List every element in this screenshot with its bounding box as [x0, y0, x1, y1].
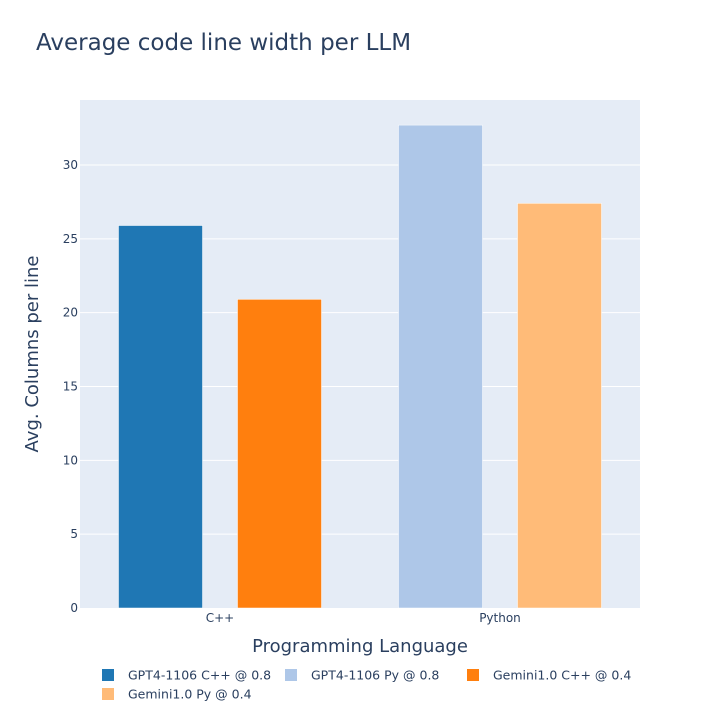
legend-item[interactable]: Gemini1.0 Py @ 0.4	[102, 687, 252, 702]
legend-label: Gemini1.0 Py @ 0.4	[128, 687, 252, 702]
legend-label: GPT4-1106 Py @ 0.8	[311, 668, 439, 683]
legend-swatch	[102, 669, 114, 681]
y-tick-label: 25	[63, 232, 78, 246]
chart-title: Average code line width per LLM	[36, 30, 411, 56]
legend-swatch	[285, 669, 297, 681]
x-tick-label: C++	[206, 611, 235, 625]
y-tick-label: 20	[63, 306, 78, 320]
bar[interactable]	[237, 299, 322, 609]
x-tick-labels: C++ Python	[206, 611, 521, 625]
y-tick-label: 5	[70, 527, 78, 541]
legend-swatch	[102, 688, 114, 700]
legend-item[interactable]: GPT4-1106 C++ @ 0.8	[102, 668, 271, 683]
bar[interactable]	[398, 124, 483, 609]
y-tick-labels: 0 5 10 15 20 25 30	[63, 158, 78, 615]
bars	[118, 124, 602, 609]
legend-label: GPT4-1106 C++ @ 0.8	[128, 668, 271, 683]
legend[interactable]: GPT4-1106 C++ @ 0.8 GPT4-1106 Py @ 0.8 Gem…	[102, 668, 631, 702]
y-tick-label: 10	[63, 453, 78, 467]
x-tick-label: Python	[479, 611, 521, 625]
y-axis-title: Avg. Columns per line	[22, 256, 43, 453]
legend-item[interactable]: GPT4-1106 Py @ 0.8	[285, 668, 439, 683]
bar[interactable]	[118, 225, 203, 609]
y-tick-label: 15	[63, 379, 78, 393]
y-tick-label: 0	[70, 601, 78, 615]
legend-item[interactable]: Gemini1.0 C++ @ 0.4	[467, 668, 631, 683]
bar[interactable]	[517, 203, 602, 609]
legend-swatch	[467, 669, 479, 681]
y-tick-label: 30	[63, 158, 78, 172]
x-axis-title: Programming Language	[252, 636, 468, 657]
legend-label: Gemini1.0 C++ @ 0.4	[493, 668, 631, 683]
